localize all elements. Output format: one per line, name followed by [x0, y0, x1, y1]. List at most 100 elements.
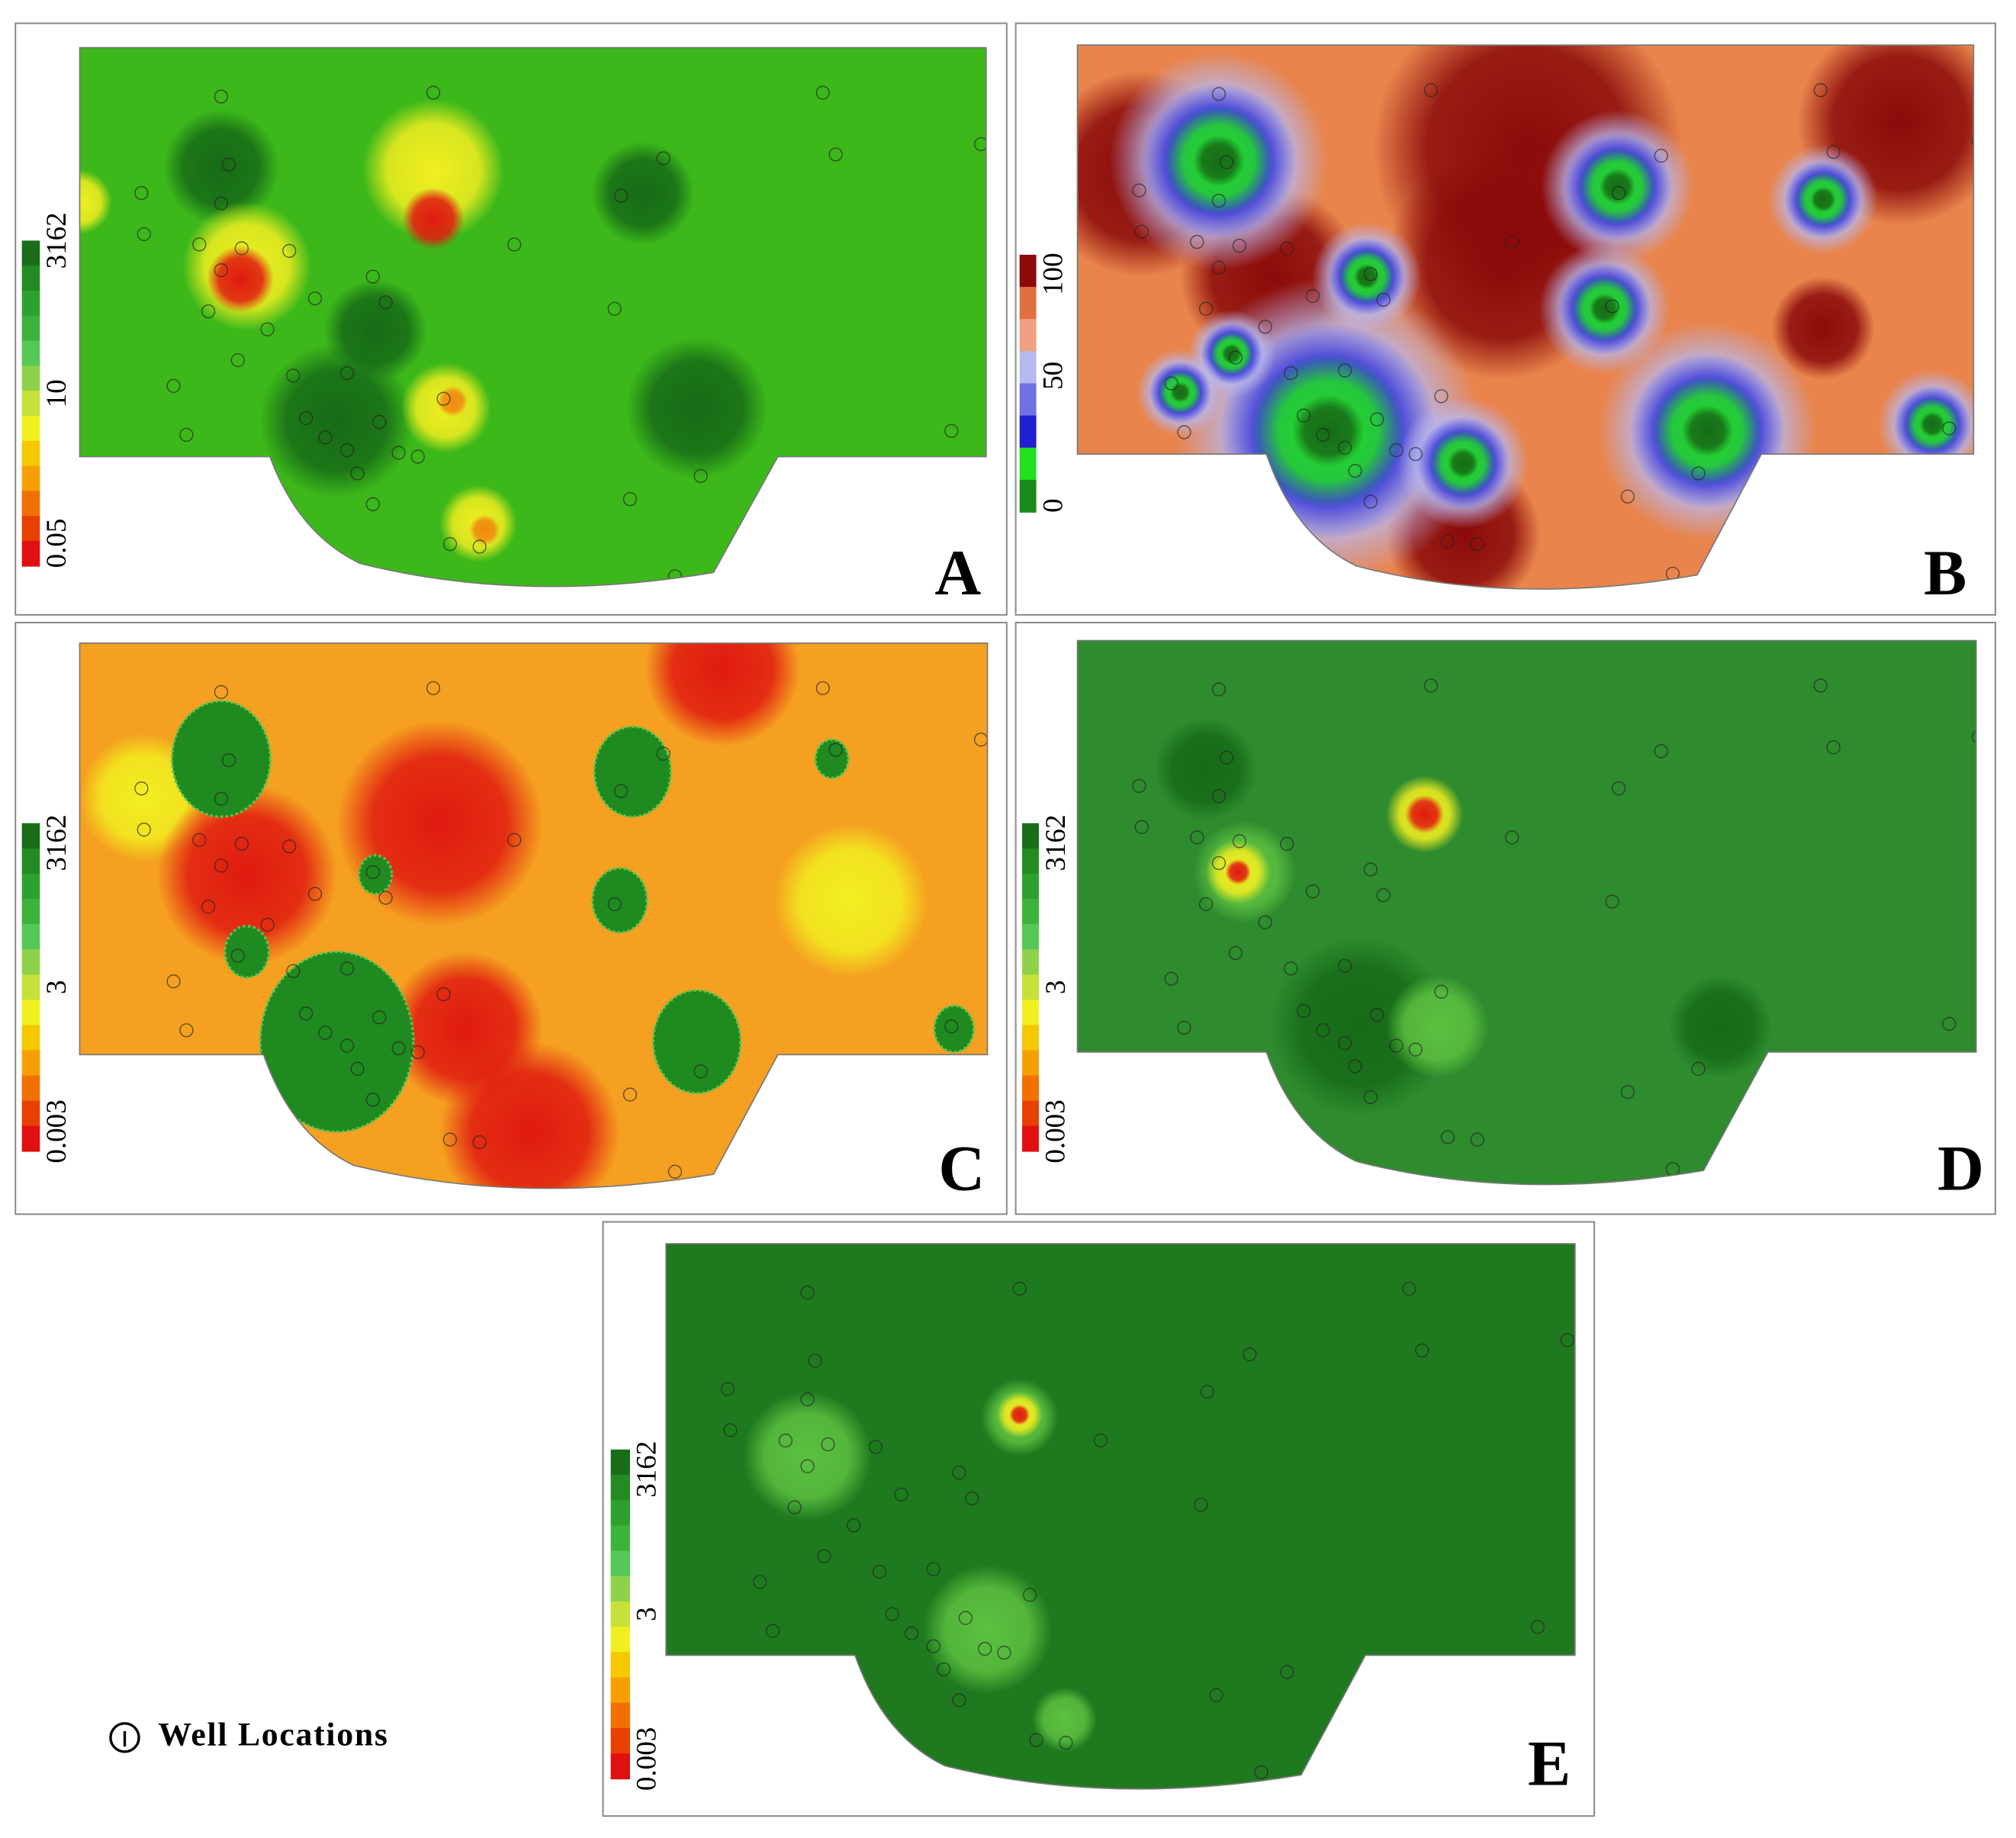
- well-marker: [800, 1392, 815, 1407]
- map-zone: [1810, 186, 1837, 213]
- well-marker: [201, 900, 216, 914]
- well-marker: [1305, 288, 1320, 303]
- well-marker: [1423, 678, 1439, 693]
- colorbar-swatch: [21, 1025, 40, 1051]
- well-marker: [1164, 971, 1178, 986]
- well-marker: [1338, 958, 1352, 974]
- well-marker: [1093, 1433, 1108, 1448]
- map-zone: [207, 246, 275, 313]
- colorbar-swatch: [1019, 415, 1037, 449]
- well-marker: [1813, 83, 1828, 98]
- well-marker: [1813, 678, 1828, 693]
- map-zone: [362, 98, 504, 241]
- map-zone: [1032, 1687, 1097, 1752]
- map-zone: [170, 700, 272, 819]
- well-marker: [1194, 1498, 1208, 1512]
- colorbar-swatch: [1019, 351, 1037, 385]
- well-marker: [1363, 1090, 1378, 1105]
- map-zone: [1668, 974, 1772, 1078]
- well-marker: [1348, 1059, 1362, 1074]
- colorbar-swatch: [21, 541, 40, 567]
- well-marker: [1605, 894, 1619, 909]
- colorbar-tick-label: 0.003: [632, 1727, 663, 1791]
- well-marker: [607, 897, 622, 912]
- well-marker: [137, 227, 151, 242]
- well-marker: [1972, 134, 1974, 149]
- colorbar-swatch: [610, 1601, 630, 1627]
- well-marker: [1338, 1036, 1352, 1051]
- well-marker: [1280, 241, 1294, 256]
- well-marker: [1228, 946, 1243, 961]
- colorbar-swatch: [1022, 822, 1039, 849]
- well-marker: [391, 1041, 406, 1056]
- map-zone: [1154, 717, 1258, 821]
- well-marker: [997, 1646, 1011, 1660]
- well-marker: [1177, 425, 1191, 439]
- well-marker: [166, 974, 181, 989]
- map-outline: [1076, 44, 1975, 590]
- well-marker: [868, 1440, 883, 1454]
- map-c: [79, 642, 988, 1189]
- well-marker: [391, 446, 406, 460]
- well-marker: [815, 681, 830, 696]
- well-marker: [1316, 1023, 1330, 1038]
- map-zone: [1771, 276, 1875, 380]
- well-marker: [952, 1693, 966, 1708]
- well-marker: [1612, 781, 1626, 796]
- map-zone: [437, 385, 468, 417]
- map-zone: [743, 1391, 872, 1521]
- colorbar-swatch: [21, 365, 40, 392]
- well-marker: [214, 858, 229, 873]
- well-marker: [1305, 884, 1320, 899]
- panel-label: E: [1528, 1729, 1571, 1800]
- colorbar-swatch: [21, 924, 40, 951]
- well-marker: [828, 742, 843, 757]
- map-zone: [1193, 135, 1245, 187]
- well-marker: [299, 1006, 313, 1021]
- colorbar-tick-label: 3162: [1040, 815, 1072, 871]
- colorbar-swatch: [21, 290, 40, 317]
- well-marker: [318, 430, 333, 445]
- map-zone: [1169, 381, 1191, 403]
- colorbar-tick-label: 10: [41, 379, 72, 407]
- well-marker: [365, 864, 380, 880]
- well-marker: [667, 1164, 683, 1179]
- well-marker: [1219, 750, 1234, 765]
- map-zone: [223, 925, 270, 979]
- well-marker: [1370, 1007, 1384, 1022]
- well-marker: [926, 1639, 940, 1653]
- colorbar-swatch: [1019, 254, 1037, 288]
- colorbar-swatch: [21, 465, 40, 492]
- colorbar-tick-label: 0: [1037, 498, 1069, 513]
- well-marker: [1363, 494, 1378, 509]
- map-zone: [1405, 794, 1444, 834]
- well-marker: [260, 322, 275, 336]
- colorbar-swatch: [21, 266, 40, 291]
- colorbar-swatch: [1022, 974, 1039, 1001]
- well-marker: [365, 1093, 380, 1107]
- well-marker: [214, 684, 229, 700]
- well-marker: [944, 1019, 959, 1034]
- map-zone: [1270, 936, 1451, 1117]
- colorbar-swatch: [610, 1702, 630, 1729]
- panel-label: D: [1937, 1133, 1984, 1204]
- well-marker: [214, 263, 229, 278]
- colorbar-swatch: [21, 415, 40, 442]
- well-marker: [1211, 789, 1227, 803]
- well-marker: [378, 295, 393, 310]
- colorbar-swatch: [21, 491, 40, 517]
- colorbar-swatch: [610, 1474, 630, 1502]
- colorbar-swatch: [610, 1753, 630, 1780]
- well-marker: [1280, 1665, 1294, 1679]
- well-marker: [1211, 260, 1227, 275]
- well-marker: [926, 1562, 940, 1576]
- colorbar-tick-label: 50: [1037, 362, 1069, 390]
- colorbar-swatch: [21, 874, 40, 900]
- colorbar-swatch: [1022, 1125, 1039, 1152]
- well-marker: [1211, 856, 1227, 871]
- map-outline: [1076, 639, 1977, 1186]
- map-zone: [336, 720, 543, 926]
- well-marker: [1280, 836, 1294, 851]
- colorbar-swatch: [1022, 949, 1039, 976]
